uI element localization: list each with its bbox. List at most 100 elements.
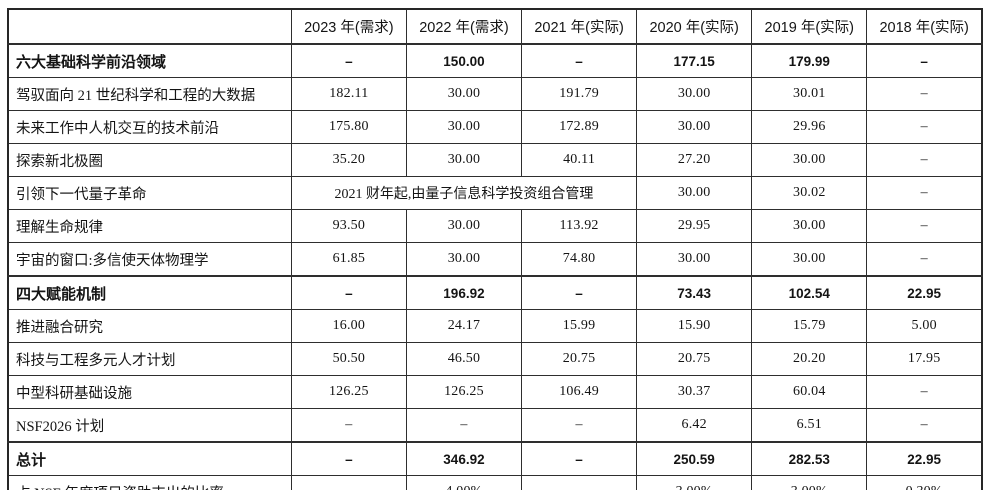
value-cell: 179.99 xyxy=(751,43,868,78)
value-cell: 27.20 xyxy=(636,143,753,177)
value-cell: – xyxy=(520,441,638,476)
value-cell: – xyxy=(866,43,983,78)
column-header: 2023 年(需求) xyxy=(290,8,407,45)
value-cell: 150.00 xyxy=(405,43,523,78)
value-cell: 15.90 xyxy=(636,309,753,343)
value-cell: 20.75 xyxy=(520,342,638,376)
value-cell: 102.54 xyxy=(751,275,868,310)
value-cell: 113.92 xyxy=(520,209,638,243)
value-cell: 15.79 xyxy=(751,309,868,343)
value-cell: 30.00 xyxy=(751,209,868,243)
merged-note-cell: 2021 财年起,由量子信息科学投资组合管理 xyxy=(290,176,638,210)
row-label-cell: 中型科研基础设施 xyxy=(7,375,292,409)
value-cell: 22.95 xyxy=(866,275,983,310)
row-label-cell: 引领下一代量子革命 xyxy=(7,176,292,210)
value-cell: 93.50 xyxy=(290,209,407,243)
value-cell: 4.00% xyxy=(405,475,523,490)
table-row: 总计 –346.92–250.59 282.53 22.95 xyxy=(7,441,983,476)
value-cell: – xyxy=(866,242,983,277)
value-cell: – xyxy=(866,408,983,443)
value-cell: 30.00 xyxy=(405,143,523,177)
row-label-cell: 宇宙的窗口:多信使天体物理学 xyxy=(7,242,292,277)
value-cell: 15.99 xyxy=(520,309,638,343)
table-row: NSF2026 计划 – – –6.42 6.51– xyxy=(7,408,983,443)
row-label-cell: 四大赋能机制 xyxy=(7,275,292,310)
value-cell: 175.80 xyxy=(290,110,407,144)
value-cell: 30.00 xyxy=(405,209,523,243)
value-cell: – xyxy=(405,408,523,443)
value-cell: 6.42 xyxy=(636,408,753,443)
column-header: 2018 年(实际) xyxy=(866,8,983,45)
value-cell: 20.75 xyxy=(636,342,753,376)
value-cell: 30.00 xyxy=(636,77,753,111)
value-cell: 61.85 xyxy=(290,242,407,277)
value-cell: 346.92 xyxy=(405,441,523,476)
value-cell: 191.79 xyxy=(520,77,638,111)
value-cell: 196.92 xyxy=(405,275,523,310)
table-row: 未来工作中人机交互的技术前沿 175.80 30.00 172.89 30.00 29.9… xyxy=(7,110,983,144)
column-header: 2020 年(实际) xyxy=(636,8,753,45)
table-row: 六大基础科学前沿领域 –150.00–177.15 179.99– xyxy=(7,43,983,78)
value-cell: 106.49 xyxy=(520,375,638,409)
value-cell: – xyxy=(290,408,407,443)
value-cell: 16.00 xyxy=(290,309,407,343)
row-label-cell: 总计 xyxy=(7,441,292,476)
table-row: 引领下一代量子革命 2021 财年起,由量子信息科学投资组合管理 30.00 30.0… xyxy=(7,176,983,210)
value-cell: 126.25 xyxy=(405,375,523,409)
value-cell: 40.11 xyxy=(520,143,638,177)
value-cell: 3.00% xyxy=(636,475,753,490)
value-cell: 17.95 xyxy=(866,342,983,376)
value-cell: 46.50 xyxy=(405,342,523,376)
value-cell: – xyxy=(290,43,407,78)
value-cell: 30.00 xyxy=(751,143,868,177)
value-cell: 282.53 xyxy=(751,441,868,476)
value-cell: – xyxy=(866,209,983,243)
column-header: 2019 年(实际) xyxy=(751,8,868,45)
value-cell: – xyxy=(290,441,407,476)
value-cell: 29.96 xyxy=(751,110,868,144)
table-header-row: 2023 年(需求) 2022 年(需求) 2021 年(实际) 2020 年(实际)… xyxy=(7,8,983,45)
row-label-cell: 驾驭面向 21 世纪科学和工程的大数据 xyxy=(7,77,292,111)
value-cell: – xyxy=(866,375,983,409)
value-cell: 73.43 xyxy=(636,275,753,310)
value-cell: 172.89 xyxy=(520,110,638,144)
value-cell: – xyxy=(290,475,407,490)
row-label-cell: 未来工作中人机交互的技术前沿 xyxy=(7,110,292,144)
table-row: 理解生命规律 93.50 30.00 113.92 29.95 30.00– xyxy=(7,209,983,243)
value-cell: 74.80 xyxy=(520,242,638,277)
row-label-cell: 理解生命规律 xyxy=(7,209,292,243)
value-cell: 182.11 xyxy=(290,77,407,111)
column-header: 2022 年(需求) xyxy=(405,8,523,45)
value-cell: 6.51 xyxy=(751,408,868,443)
value-cell: 30.00 xyxy=(405,77,523,111)
value-cell: – xyxy=(520,43,638,78)
value-cell: – xyxy=(520,275,638,310)
table-row: 推进融合研究 16.00 24.17 15.99 15.90 15.79 5.00 xyxy=(7,309,983,343)
value-cell: 24.17 xyxy=(405,309,523,343)
value-cell: 177.15 xyxy=(636,43,753,78)
row-label-cell: 科技与工程多元人才计划 xyxy=(7,342,292,376)
value-cell: 22.95 xyxy=(866,441,983,476)
value-cell: 50.50 xyxy=(290,342,407,376)
value-cell: – xyxy=(866,143,983,177)
row-label-cell: 推进融合研究 xyxy=(7,309,292,343)
corner-cell xyxy=(7,8,292,45)
value-cell: 60.04 xyxy=(751,375,868,409)
row-label-cell: 六大基础科学前沿领域 xyxy=(7,43,292,78)
value-cell: 5.00 xyxy=(866,309,983,343)
value-cell: 30.00 xyxy=(636,176,753,210)
value-cell: – xyxy=(866,110,983,144)
table-row: 中型科研基础设施 126.25 126.25 106.49 30.37 60.04– xyxy=(7,375,983,409)
table-row: 科技与工程多元人才计划 50.50 46.50 20.75 20.75 20.20 17.9… xyxy=(7,342,983,376)
row-label-cell: 探索新北极圈 xyxy=(7,143,292,177)
column-header: 2021 年(实际) xyxy=(520,8,638,45)
table-row: 探索新北极圈 35.20 30.00 40.11 27.20 30.00– xyxy=(7,143,983,177)
value-cell: 35.20 xyxy=(290,143,407,177)
table-body: 六大基础科学前沿领域 –150.00–177.15 179.99– 驾驭面向 21 世… xyxy=(7,43,983,490)
value-cell: – xyxy=(290,275,407,310)
value-cell: – xyxy=(866,77,983,111)
value-cell: 126.25 xyxy=(290,375,407,409)
value-cell: 30.00 xyxy=(636,110,753,144)
value-cell: – xyxy=(520,408,638,443)
